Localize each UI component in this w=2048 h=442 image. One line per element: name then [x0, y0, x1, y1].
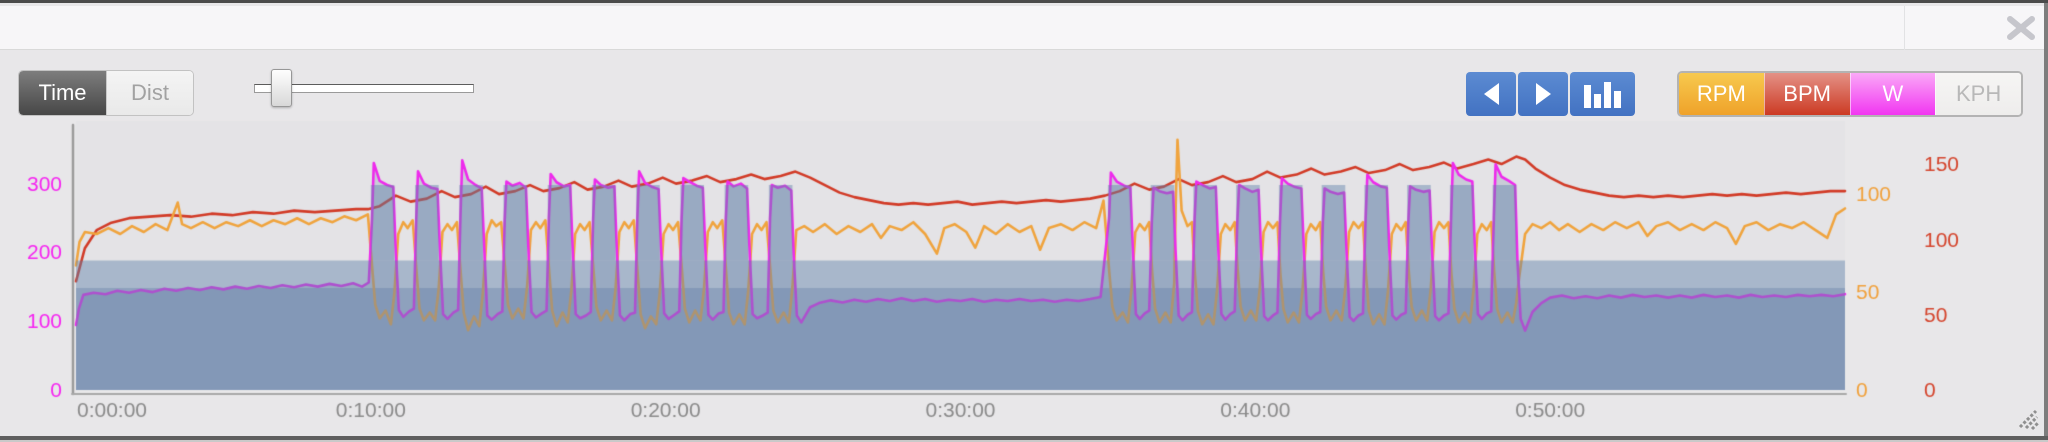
close-icon: [2007, 16, 2035, 40]
mode-toggle-dist-label: Dist: [131, 80, 169, 105]
prev-button[interactable]: [1466, 72, 1516, 116]
toggle-rpm[interactable]: RPM: [1679, 73, 1764, 115]
workout-chart-canvas: [0, 3, 2048, 442]
arrow-left-icon: [1483, 83, 1499, 105]
toggle-bpm-label: BPM: [1783, 81, 1831, 106]
toggle-rpm-label: RPM: [1696, 81, 1746, 106]
toggle-kph-label: KPH: [1956, 81, 2002, 106]
zoom-slider-handle[interactable]: [271, 69, 292, 107]
close-button[interactable]: [2002, 11, 2040, 45]
toggle-bpm[interactable]: BPM: [1763, 73, 1850, 115]
mode-toggle-dist[interactable]: Dist: [106, 71, 193, 115]
series-toggle-group: RPM BPM W KPH: [1677, 71, 2023, 117]
mode-toggle-time[interactable]: Time: [19, 71, 106, 115]
resize-grip[interactable]: [2012, 403, 2040, 431]
resize-grip-icon: [2018, 409, 2040, 431]
chart-view-button[interactable]: [1570, 72, 1635, 116]
mode-toggle-time-label: Time: [38, 80, 87, 105]
bar-chart-icon: [1583, 82, 1621, 108]
mode-toggle: Time Dist: [18, 70, 194, 116]
toggle-watts-label: W: [1882, 81, 1904, 106]
arrow-right-icon: [1535, 83, 1551, 105]
toggle-watts[interactable]: W: [1849, 73, 1936, 115]
zoom-slider-track[interactable]: [254, 84, 474, 93]
next-button[interactable]: [1518, 72, 1568, 116]
toggle-kph[interactable]: KPH: [1935, 73, 2021, 115]
